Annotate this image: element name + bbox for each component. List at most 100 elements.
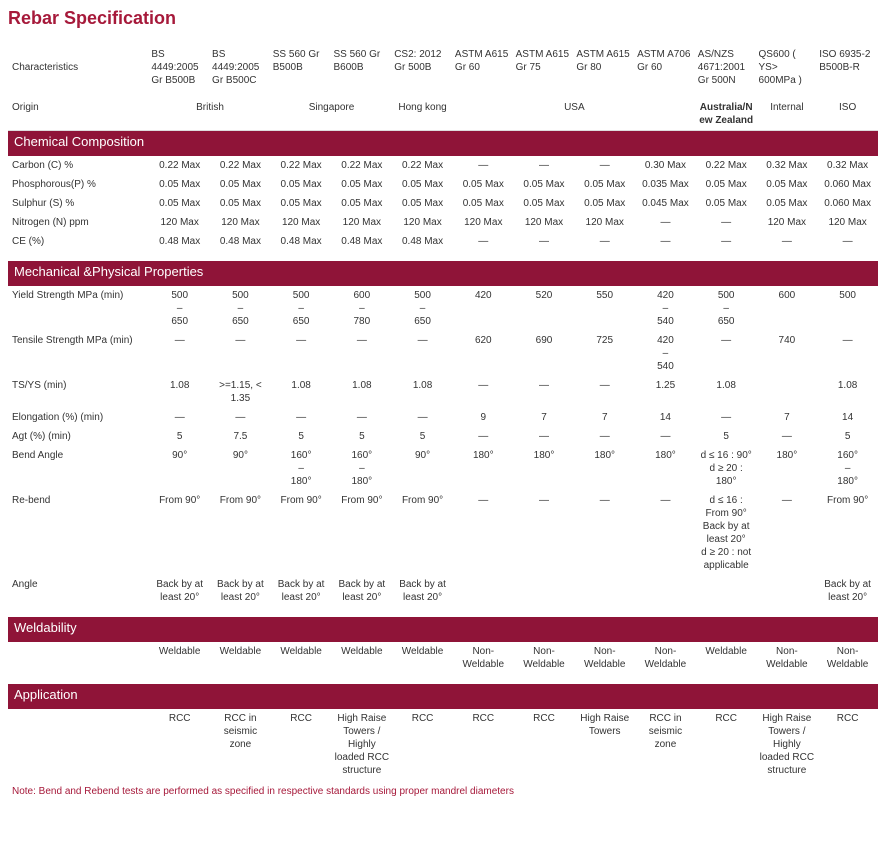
origin-british: British: [149, 98, 270, 131]
mech-row: Tensile Strength MPa (min)—————620690725…: [8, 331, 878, 376]
cell: 500: [817, 286, 878, 331]
cell: —: [392, 408, 453, 427]
cell: [574, 575, 635, 607]
cell: From 90°: [271, 491, 332, 575]
chem-row: Sulphur (S) %0.05 Max0.05 Max0.05 Max0.0…: [8, 194, 878, 213]
cell: —: [271, 331, 332, 376]
cell: 0.05 Max: [331, 175, 392, 194]
cell: Back by at least 20°: [149, 575, 210, 607]
spec-col-header: QS600 ( YS> 600MPa ): [757, 45, 818, 90]
cell: 0.05 Max: [392, 194, 453, 213]
app-row: RCCRCC in seismic zoneRCCHigh Raise Towe…: [8, 709, 878, 780]
spec-col-header: AS/NZS 4671:2001 Gr 500N: [696, 45, 757, 90]
cell: 90°: [392, 446, 453, 491]
cell: 0.05 Max: [574, 194, 635, 213]
cell: 0.48 Max: [392, 232, 453, 251]
cell: —: [331, 408, 392, 427]
mech-row: AngleBack by at least 20°Back by at leas…: [8, 575, 878, 607]
cell: Non-Weldable: [635, 642, 696, 674]
spec-col-header: SS 560 Gr B500B: [271, 45, 332, 90]
cell: 120 Max: [149, 213, 210, 232]
cell: —: [453, 376, 514, 408]
characteristics-row: Characteristics BS 4449:2005 Gr B500B BS…: [8, 45, 878, 90]
cell: d ≤ 16 : 90° d ≥ 20 : 180°: [696, 446, 757, 491]
cell: —: [635, 427, 696, 446]
cell: 0.05 Max: [696, 175, 757, 194]
cell: 0.05 Max: [757, 175, 818, 194]
cell: 1.08: [392, 376, 453, 408]
cell: 160° – 180°: [817, 446, 878, 491]
cell: 180°: [453, 446, 514, 491]
origin-label: Origin: [8, 98, 149, 131]
cell: 5: [696, 427, 757, 446]
origin-usa: USA: [453, 98, 696, 131]
footnote: Note: Bend and Rebend tests are performe…: [8, 786, 878, 797]
cell: —: [635, 491, 696, 575]
cell: —: [696, 213, 757, 232]
cell: Weldable: [392, 642, 453, 674]
cell: 0.05 Max: [453, 194, 514, 213]
cell: 0.32 Max: [757, 156, 818, 175]
cell: 0.22 Max: [210, 156, 271, 175]
cell: RCC in seismic zone: [210, 709, 271, 780]
cell: From 90°: [149, 491, 210, 575]
chem-row: Nitrogen (N) ppm120 Max120 Max120 Max120…: [8, 213, 878, 232]
cell: 120 Max: [271, 213, 332, 232]
cell: —: [514, 491, 575, 575]
cell: —: [817, 232, 878, 251]
mech-row: Elongation (%) (min)—————97714—714: [8, 408, 878, 427]
cell: From 90°: [210, 491, 271, 575]
weld-row: WeldableWeldableWeldableWeldableWeldable…: [8, 642, 878, 674]
cell: 500 – 650: [149, 286, 210, 331]
cell: 14: [817, 408, 878, 427]
cell: 0.035 Max: [635, 175, 696, 194]
spec-col-header: SS 560 Gr B600B: [331, 45, 392, 90]
cell: 5: [149, 427, 210, 446]
cell: 500 – 650: [392, 286, 453, 331]
cell: 0.05 Max: [757, 194, 818, 213]
cell: Non-Weldable: [817, 642, 878, 674]
cell: 180°: [757, 446, 818, 491]
cell: 7: [757, 408, 818, 427]
cell: High Raise Towers: [574, 709, 635, 780]
cell: 5: [331, 427, 392, 446]
cell: 0.05 Max: [696, 194, 757, 213]
cell: 500 – 650: [696, 286, 757, 331]
cell: [757, 575, 818, 607]
cell: —: [453, 491, 514, 575]
cell: 0.05 Max: [392, 175, 453, 194]
cell: —: [635, 232, 696, 251]
cell: Non-Weldable: [453, 642, 514, 674]
chem-row: Phosphorous(P) %0.05 Max0.05 Max0.05 Max…: [8, 175, 878, 194]
cell: 0.05 Max: [149, 194, 210, 213]
cell: High Raise Towers / Highly loaded RCC st…: [331, 709, 392, 780]
spec-col-header: ISO 6935-2 B500B-R: [817, 45, 878, 90]
cell: 600: [757, 286, 818, 331]
origin-singapore: Singapore: [271, 98, 392, 131]
cell: 0.22 Max: [696, 156, 757, 175]
cell: d ≤ 16 : From 90° Back by at least 20° d…: [696, 491, 757, 575]
cell: Weldable: [271, 642, 332, 674]
cell: —: [696, 408, 757, 427]
cell: —: [453, 427, 514, 446]
cell: —: [574, 376, 635, 408]
cell: 1.25: [635, 376, 696, 408]
cell: 0.22 Max: [331, 156, 392, 175]
cell: 0.48 Max: [149, 232, 210, 251]
row-label: TS/YS (min): [8, 376, 149, 408]
cell: 500 – 650: [271, 286, 332, 331]
cell: >=1.15, < 1.35: [210, 376, 271, 408]
cell: 0.05 Max: [271, 194, 332, 213]
cell: Back by at least 20°: [817, 575, 878, 607]
cell: 420: [453, 286, 514, 331]
row-label: Elongation (%) (min): [8, 408, 149, 427]
cell: [696, 575, 757, 607]
mech-row: Yield Strength MPa (min)500 – 650500 – 6…: [8, 286, 878, 331]
cell: Back by at least 20°: [392, 575, 453, 607]
cell: Back by at least 20°: [331, 575, 392, 607]
cell: 7.5: [210, 427, 271, 446]
cell: 180°: [514, 446, 575, 491]
cell: —: [453, 156, 514, 175]
section-application: Application: [8, 684, 878, 709]
page-title: Rebar Specification: [8, 8, 878, 29]
